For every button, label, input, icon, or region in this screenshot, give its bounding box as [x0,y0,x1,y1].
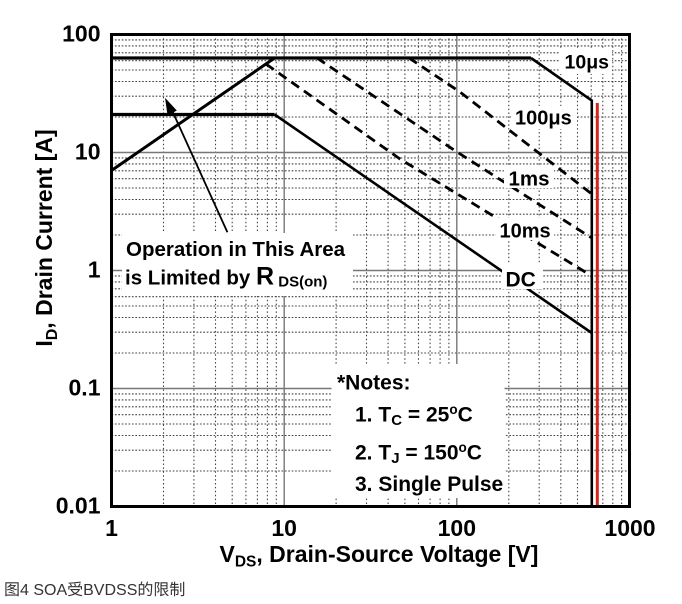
svg-text:VDS, Drain-Source Voltage [V]: VDS, Drain-Source Voltage [V] [220,541,539,571]
svg-text:100: 100 [62,21,100,47]
svg-text:100μs: 100μs [515,108,572,130]
svg-text:10ms: 10ms [500,221,551,243]
svg-text:0.1: 0.1 [69,375,101,401]
svg-text:4 SOA: 4 SOA [20,582,67,599]
svg-text:0.01: 0.01 [56,493,101,519]
svg-text:*Notes:: *Notes: [337,372,411,395]
svg-text:10μs: 10μs [565,52,610,74]
svg-text:10: 10 [75,139,101,165]
svg-text:3. Single Pulse: 3. Single Pulse [355,473,503,496]
svg-text:1: 1 [105,515,118,541]
svg-text:10: 10 [271,515,297,541]
svg-text:DC: DC [506,269,536,292]
svg-text:1ms: 1ms [509,168,550,191]
svg-text:BVDSS: BVDSS [83,582,137,599]
svg-text:1000: 1000 [604,515,655,541]
svg-text:Operation in This Area: Operation in This Area [126,238,346,261]
svg-text:100: 100 [438,515,476,541]
svg-text:ID, Drain Current [A]: ID, Drain Current [A] [31,129,61,346]
svg-text:1: 1 [88,257,101,283]
